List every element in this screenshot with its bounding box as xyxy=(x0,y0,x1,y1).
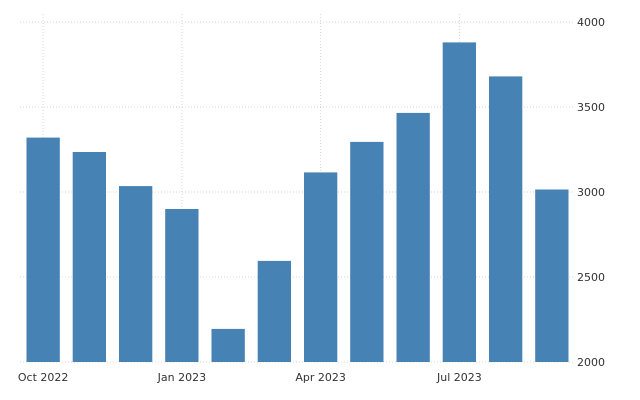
bar-jun-2023[interactable] xyxy=(396,112,430,363)
y-axis-ticks: 2000 2500 3000 3500 4000 xyxy=(577,16,605,369)
x-axis-ticks: Oct 2022 Jan 2023 Apr 2023 Jul 2023 xyxy=(18,371,482,384)
bar-jan-2023[interactable] xyxy=(165,209,199,362)
y-tick-label: 2000 xyxy=(577,356,605,369)
x-tick-label: Jan 2023 xyxy=(157,371,206,384)
bar-oct-2022[interactable] xyxy=(26,137,60,362)
bar-may-2023[interactable] xyxy=(350,141,384,362)
bar-sep-2023[interactable] xyxy=(535,189,569,363)
bar-dec-2022[interactable] xyxy=(119,186,153,362)
x-tick-label: Jul 2023 xyxy=(436,371,482,384)
bar-apr-2023[interactable] xyxy=(304,172,338,362)
x-tick-label: Oct 2022 xyxy=(18,371,69,384)
bars xyxy=(26,42,569,363)
y-tick-label: 3000 xyxy=(577,186,605,199)
bar-jul-2023[interactable] xyxy=(442,42,476,363)
bar-feb-2023[interactable] xyxy=(211,328,245,362)
y-tick-label: 2500 xyxy=(577,271,605,284)
y-tick-label: 4000 xyxy=(577,16,605,29)
bar-nov-2022[interactable] xyxy=(72,152,106,362)
bar-mar-2023[interactable] xyxy=(257,260,291,362)
x-tick-label: Apr 2023 xyxy=(295,371,346,384)
y-tick-label: 3500 xyxy=(577,101,605,114)
bar-aug-2023[interactable] xyxy=(489,76,523,363)
